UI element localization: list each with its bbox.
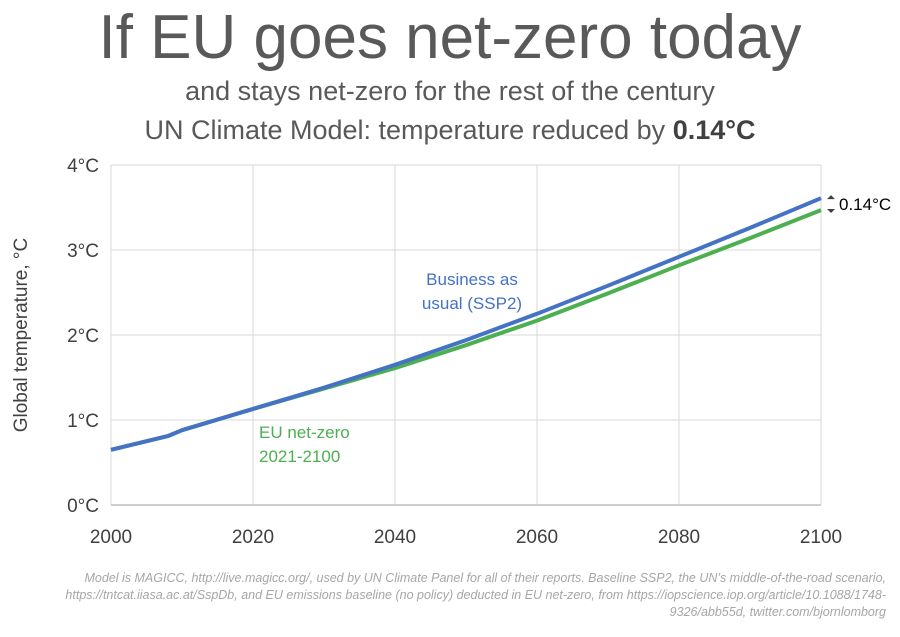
- series-label-business-as-usual: Business as: [426, 270, 518, 289]
- difference-annotation: 0.14°C: [839, 195, 891, 214]
- chart-title: If EU goes net-zero today: [98, 3, 802, 72]
- difference-marker-icon: [827, 195, 835, 214]
- chart-subtitle-result: UN Climate Model: temperature reduced by…: [0, 115, 900, 146]
- y-tick-label: 4°C: [67, 156, 99, 177]
- series-line-business-as-usual: [110, 196, 822, 452]
- x-tick-label: 2060: [516, 527, 558, 548]
- x-tick-label: 2000: [90, 527, 132, 548]
- subtitle-prefix: UN Climate Model: temperature reduced by: [144, 115, 673, 145]
- x-tick-label: 2080: [658, 527, 700, 548]
- x-tick-label: 2100: [800, 527, 842, 548]
- series-label-eu-net-zero: 2021-2100: [259, 447, 340, 466]
- subtitle-value: 0.14°C: [672, 115, 756, 145]
- x-tick-label: 2020: [232, 527, 274, 548]
- series-label-business-as-usual: usual (SSP2): [422, 294, 522, 313]
- y-tick-label: 1°C: [67, 411, 99, 432]
- series-label-eu-net-zero: EU net-zero: [259, 423, 350, 442]
- chart-subtitle: and stays net-zero for the rest of the c…: [185, 76, 715, 106]
- y-tick-label: 2°C: [67, 326, 99, 347]
- footnote: Model is MAGICC, http://live.magicc.org/…: [65, 571, 886, 619]
- y-tick-label: 0°C: [67, 496, 99, 517]
- y-axis-label: Global temperature, °C: [11, 238, 32, 433]
- y-tick-label: 3°C: [67, 241, 99, 262]
- series-line-eu-net-zero: [110, 208, 822, 452]
- x-tick-label: 2040: [374, 527, 416, 548]
